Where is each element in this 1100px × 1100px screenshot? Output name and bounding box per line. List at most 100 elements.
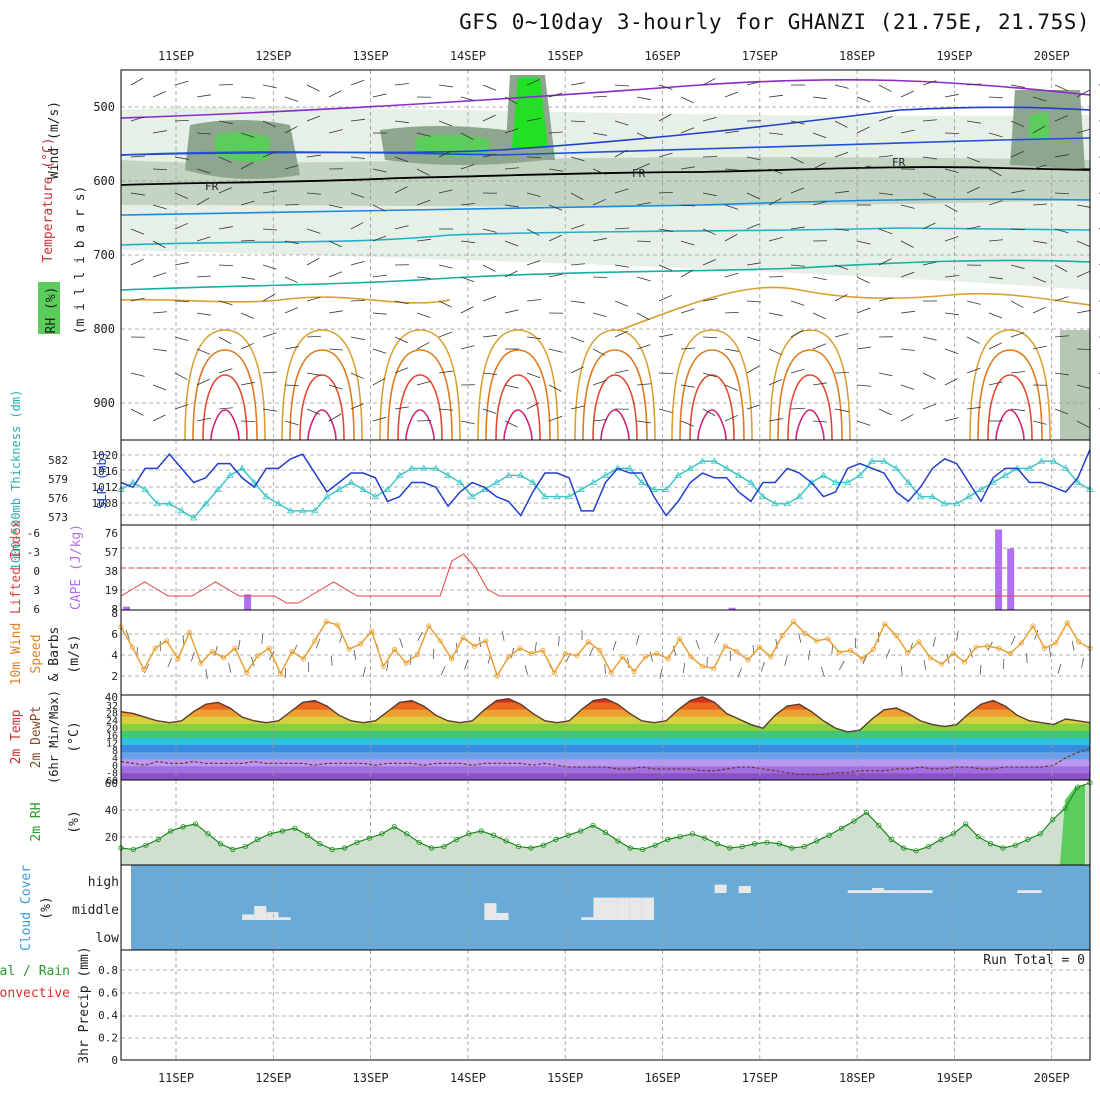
temperature-color-band <box>121 723 1090 731</box>
rh2m-point <box>329 846 335 853</box>
thickness-series-point <box>444 471 452 478</box>
wind-barb <box>306 228 321 234</box>
thickness-series-point <box>189 514 198 521</box>
wind-barb-10m <box>440 665 446 676</box>
wind-barb <box>240 381 255 386</box>
wind-barb <box>922 119 937 122</box>
temperature-loop <box>689 374 735 441</box>
wind-speed-series-point <box>369 628 375 634</box>
wind-barb <box>438 300 452 308</box>
wind-barb <box>504 420 518 428</box>
wind-speed-series-point <box>904 649 911 656</box>
wind-barb <box>548 204 563 211</box>
wind-barb <box>922 261 937 266</box>
cloud-high-block <box>908 890 921 893</box>
wind-barb <box>592 348 606 356</box>
wind-speed-series-point <box>517 645 523 651</box>
thickness-series-point <box>141 485 149 492</box>
wind-barb <box>152 311 167 314</box>
cloud-middle-block <box>278 917 291 920</box>
wind-barb <box>1010 332 1025 338</box>
thickness-series-point <box>432 464 440 471</box>
wind-barb <box>746 404 761 410</box>
temperature-color-band <box>121 765 1090 774</box>
wind-barb <box>372 348 387 354</box>
thickness-series-point <box>214 485 222 492</box>
date-label-bottom: 11SEP <box>158 1071 194 1085</box>
cloud-high-block <box>847 890 860 893</box>
wind-barb <box>1032 420 1047 425</box>
temperature-loop <box>987 374 1033 441</box>
wind-barb <box>174 119 190 122</box>
wind-speed-series-point <box>175 656 181 662</box>
thickness-series-point <box>286 507 295 514</box>
wind-barb <box>988 168 1002 177</box>
rh2m-point <box>913 848 919 854</box>
wind-barb <box>658 264 673 271</box>
wind-barb <box>262 293 276 302</box>
rh2m-point <box>727 845 733 851</box>
thickness-series-point <box>517 471 525 478</box>
wind-barb <box>834 120 848 128</box>
rh2m-point <box>578 828 584 834</box>
wind-barb <box>746 81 761 86</box>
thickness-series-point <box>844 478 852 485</box>
cloud-high-block <box>871 887 885 893</box>
wind-barb <box>790 187 805 194</box>
temperature-loop <box>977 349 1043 441</box>
rh2m-point <box>602 829 609 836</box>
cloud-high-block <box>738 886 751 893</box>
thickness-series-point <box>529 478 537 485</box>
wind-speed-series-point <box>756 644 763 650</box>
wind-barb-10m <box>862 654 868 665</box>
wind-barb <box>702 116 717 122</box>
rh2m-point <box>677 834 683 840</box>
temp-tick: 24 <box>106 716 118 727</box>
rh2m-point <box>143 842 149 848</box>
ylabel-cape: CAPE (J/kg) <box>69 524 84 610</box>
wind-speed-series-point <box>505 654 512 660</box>
temperature-loop <box>503 409 533 441</box>
wind-barb <box>1032 96 1047 102</box>
thickness-series-point <box>686 464 694 471</box>
wind-speed-series-point <box>585 639 592 645</box>
wind-barb <box>1076 270 1090 278</box>
wind-speed-series-point <box>1030 623 1036 629</box>
rh2m-point <box>838 825 845 831</box>
wind-barb <box>218 187 233 194</box>
wind-barb <box>372 377 386 386</box>
date-label-bottom: 17SEP <box>742 1071 778 1085</box>
wind-speed-series-point <box>1076 639 1082 645</box>
wind-barb <box>482 408 497 414</box>
wind-barb <box>306 372 321 376</box>
date-label-top: 12SEP <box>255 49 291 63</box>
thickness-series-point <box>589 478 598 485</box>
wind-speed-series-point <box>391 646 398 652</box>
wind-barb <box>240 342 254 350</box>
wind-speed-series-point <box>141 666 147 673</box>
rh2m-point <box>242 843 248 850</box>
wind-barb <box>1032 306 1046 314</box>
wind-barb-10m <box>1034 629 1039 640</box>
wind-speed-series-point <box>984 643 991 649</box>
temperature-color-band <box>121 709 1090 717</box>
date-label-top: 13SEP <box>353 49 389 63</box>
wind-barb <box>944 168 959 174</box>
wind-barb <box>658 84 673 90</box>
cloud-high-block <box>1017 890 1030 893</box>
thickness-series-point <box>626 464 634 471</box>
wind-barb <box>680 347 695 350</box>
wind-barb <box>306 115 321 122</box>
rh2m-point <box>1037 831 1043 837</box>
wind-barb <box>416 342 430 350</box>
rh2m-point <box>503 838 509 844</box>
wind-barb <box>900 240 914 248</box>
wind-barb <box>592 380 607 386</box>
wind-barb <box>1054 84 1068 92</box>
thickness-series-point <box>1049 457 1058 464</box>
wind-barb <box>922 336 937 341</box>
thickness-series-point <box>747 478 755 485</box>
ylabel-total-rain: Total / Rain <box>0 964 70 979</box>
precip-tick: 0.2 <box>98 1032 118 1045</box>
ylabel-convective: Convective <box>0 986 70 1001</box>
